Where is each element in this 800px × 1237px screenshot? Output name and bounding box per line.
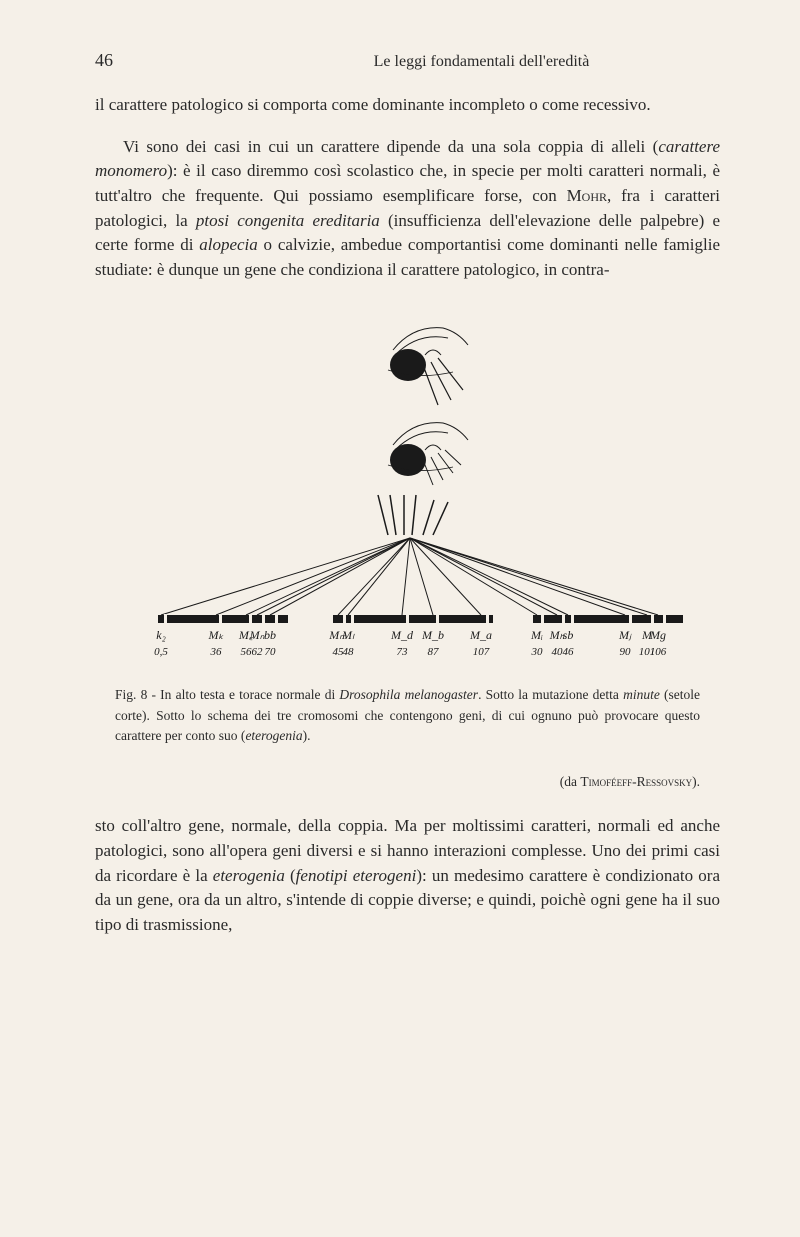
svg-text:40: 40 — [551, 646, 563, 658]
cap-d: ). — [303, 728, 311, 743]
attr-sc: Timoféeff-Ressovsky — [580, 774, 692, 789]
p2a: Vi sono dei casi in cui un carattere dip… — [123, 137, 658, 156]
svg-text:56: 56 — [240, 646, 252, 658]
cap-b: . Sotto la mutazione detta — [478, 687, 623, 702]
cap-a: Fig. 8 - In alto testa e torace normale … — [115, 687, 339, 702]
svg-text:106: 106 — [649, 646, 666, 658]
svg-text:bb: bb — [264, 628, 276, 642]
svg-text:M_d: M_d — [390, 628, 414, 642]
svg-text:Mₗ: Mₗ — [341, 628, 355, 642]
p3b: ( — [285, 866, 296, 885]
svg-text:M_a: M_a — [469, 628, 492, 642]
svg-text:0,5: 0,5 — [154, 646, 168, 658]
fly-head-normal — [388, 328, 468, 405]
svg-text:70: 70 — [264, 646, 276, 658]
svg-text:k₂: k₂ — [156, 628, 166, 642]
page-container: 46 Le leggi fondamentali dell'eredità il… — [0, 0, 800, 1237]
bristle-fan — [378, 495, 448, 535]
svg-text:48: 48 — [342, 646, 354, 658]
svg-text:73: 73 — [396, 646, 408, 658]
svg-text:sb: sb — [562, 628, 573, 642]
gene-labels: k₂MₖM꜀MₙbbMₘMₗM_dM_bM_aMᵢMₕsbMⱼMMg — [156, 628, 666, 642]
svg-text:107: 107 — [472, 646, 489, 658]
page-header: 46 Le leggi fondamentali dell'eredità — [95, 50, 720, 71]
svg-text:Mg: Mg — [649, 628, 666, 642]
page-number: 46 — [95, 50, 113, 71]
svg-text:Mᵢ: Mᵢ — [530, 628, 543, 642]
cap-i2: minute — [623, 687, 660, 702]
p3-i2: fenotipi eterogeni — [296, 866, 417, 885]
fly-head-mutant — [388, 423, 468, 485]
gene-numbers: 0,5365662704548738710730404690101106 — [154, 646, 667, 658]
attr-a: (da — [560, 774, 581, 789]
paragraph-1: il carattere patologico si comporta come… — [95, 93, 720, 118]
svg-text:M_b: M_b — [421, 628, 444, 642]
chromosome-diagram: k₂MₖM꜀MₙbbMₘMₗM_dM_bM_aMᵢMₕsbMⱼMMg 0,536… — [128, 300, 688, 670]
figure-caption-attribution: (da Timoféeff-Ressovsky). — [95, 774, 700, 790]
paragraph-3: sto coll'altro gene, normale, della copp… — [95, 814, 720, 937]
running-title: Le leggi fondamentali dell'eredità — [243, 53, 720, 71]
p2-sc1: Mohr — [567, 186, 607, 205]
svg-text:90: 90 — [619, 646, 631, 658]
paragraph-2: Vi sono dei casi in cui un carattere dip… — [95, 135, 720, 283]
svg-text:46: 46 — [562, 646, 574, 658]
svg-text:36: 36 — [209, 646, 222, 658]
p2-i3: alopecia — [199, 235, 258, 254]
figure-caption: Fig. 8 - In alto testa e torace normale … — [115, 685, 700, 746]
gene-lines — [161, 538, 658, 615]
cap-i1: Drosophila melanogaster — [339, 687, 478, 702]
svg-text:Mₙ: Mₙ — [248, 628, 264, 642]
cap-i3: eterogenia — [245, 728, 302, 743]
attr-b: ). — [692, 774, 700, 789]
svg-text:30: 30 — [530, 646, 543, 658]
svg-text:Mⱼ: Mⱼ — [617, 628, 631, 642]
p1-text: il carattere patologico si comporta come… — [95, 95, 651, 114]
p3-i1: eterogenia — [213, 866, 285, 885]
svg-text:87: 87 — [427, 646, 439, 658]
figure-8: k₂MₖM꜀MₙbbMₘMₗM_dM_bM_aMᵢMₕsbMⱼMMg 0,536… — [95, 300, 720, 675]
chromosome-bars — [158, 614, 683, 624]
p2-i2: ptosi congenita ereditaria — [196, 211, 380, 230]
svg-text:62: 62 — [251, 646, 263, 658]
svg-text:Mₖ: Mₖ — [207, 628, 224, 642]
